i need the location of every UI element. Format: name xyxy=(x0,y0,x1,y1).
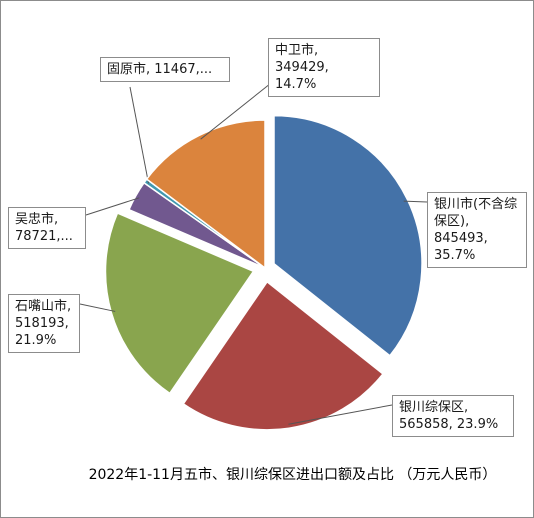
pie-slice-zhongwei xyxy=(145,119,266,270)
leader-line-guyuan xyxy=(129,86,150,184)
leader-line-wuzhong xyxy=(85,197,140,216)
pie-slice-shizuishan xyxy=(104,212,255,395)
slice-label-guyuan: 固原市, 11467,... xyxy=(100,57,230,82)
pie-slice-yinchuan xyxy=(273,114,423,357)
slice-label-zongbaoqu: 银川综保区, 565858, 23.9% xyxy=(392,395,514,437)
slice-label-yinchuan: 银川市(不含综 保区), 845493, 35.7% xyxy=(427,192,527,268)
leader-line-shizuishan xyxy=(79,303,116,312)
chart-title: 2022年1-11月五市、银川综保区进出口额及占比 （万元人民币） xyxy=(88,467,497,483)
pie-slice-zongbaoqu xyxy=(182,280,384,431)
slice-label-wuzhong: 吴忠市, 78721,... xyxy=(8,207,86,249)
slice-label-shizuishan: 石嘴山市, 518193, 21.9% xyxy=(8,294,80,353)
slice-label-zhongwei: 中卫市, 349429, 14.7% xyxy=(268,38,380,97)
leader-line-zongbaoqu xyxy=(288,404,393,425)
leader-line-yinchuan xyxy=(403,200,428,203)
